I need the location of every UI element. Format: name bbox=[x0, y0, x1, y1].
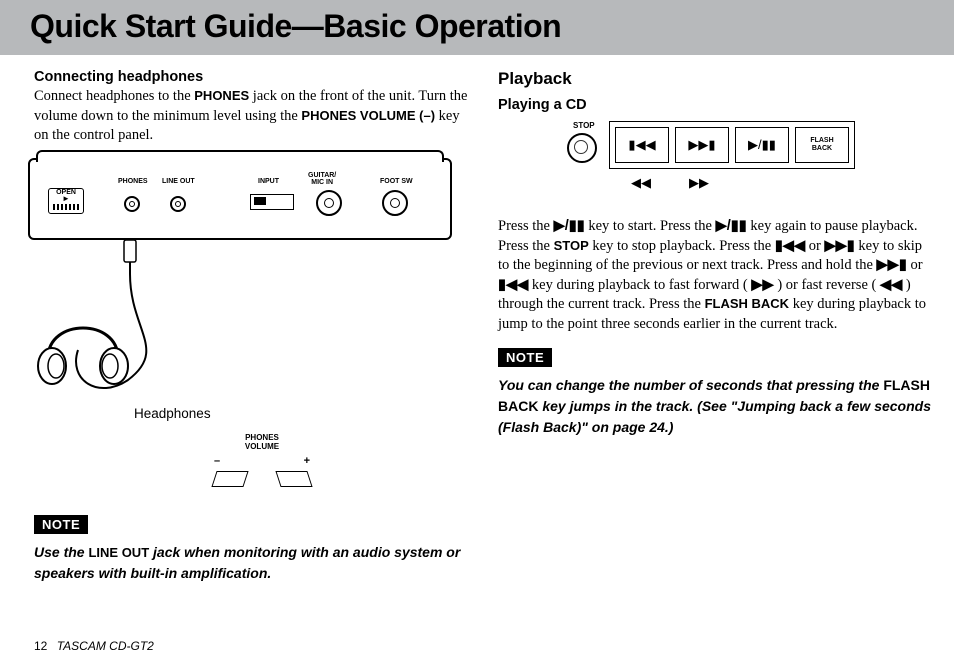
next-icon: ▶▶▮ bbox=[824, 238, 854, 254]
model-name: TASCAM CD-GT2 bbox=[57, 639, 154, 653]
prev-button-icon: ▮◀◀ bbox=[615, 127, 669, 163]
vol-title: PHONES VOLUME bbox=[214, 433, 310, 451]
note-lineout: Use the LINE OUT jack when monitoring wi… bbox=[34, 542, 470, 584]
t: You can change the number of seconds tha… bbox=[498, 377, 883, 393]
label-guitar: GUITAR/ MIC IN bbox=[308, 172, 336, 186]
guitar-jack-icon bbox=[316, 190, 342, 216]
device-diagram: OPEN ► PHONES LINE OUT INPUT GUITAR/ MIC… bbox=[28, 158, 470, 400]
device-body: OPEN ► PHONES LINE OUT INPUT GUITAR/ MIC… bbox=[28, 158, 452, 240]
input-switch-icon bbox=[250, 194, 294, 210]
note-flashback: You can change the number of seconds tha… bbox=[498, 375, 934, 438]
stop-label: STOP bbox=[573, 121, 595, 130]
label-lineout: LINE OUT bbox=[162, 178, 195, 185]
minus-sign: – bbox=[214, 455, 220, 467]
fb2: BACK bbox=[812, 145, 832, 153]
t: key during playback to fast forward ( bbox=[532, 277, 748, 293]
stop-button-icon bbox=[567, 133, 597, 163]
stop-key: STOP bbox=[554, 238, 589, 253]
key-lineout: LINE OUT bbox=[88, 545, 149, 560]
phones-jack-icon bbox=[124, 196, 140, 212]
playback-paragraph: Press the ▶/▮▮ key to start. Press the ▶… bbox=[498, 217, 934, 334]
header-bar: Quick Start Guide—Basic Operation bbox=[0, 0, 954, 55]
txt: Connect headphones to the bbox=[34, 88, 194, 104]
prev-icon: ▮◀◀ bbox=[498, 277, 528, 293]
fastfwd-label-icon: ▶▶ bbox=[689, 175, 709, 191]
note-badge: NOTE bbox=[34, 515, 88, 534]
t: or bbox=[910, 257, 922, 273]
t: key to start. Press the bbox=[588, 218, 715, 234]
vol-up-key-icon bbox=[275, 471, 312, 487]
play-pause-button-icon: ▶/▮▮ bbox=[735, 127, 789, 163]
phones-volume-diagram: PHONES VOLUME – + bbox=[214, 433, 310, 487]
page-footer: 12 TASCAM CD-GT2 bbox=[34, 639, 154, 653]
t: key to stop playback. Press the bbox=[592, 238, 774, 254]
vol-down-key-icon bbox=[211, 471, 248, 487]
note-badge: NOTE bbox=[498, 348, 552, 367]
page-title: Quick Start Guide—Basic Operation bbox=[30, 8, 561, 44]
left-column: Connecting headphones Connect headphones… bbox=[34, 65, 470, 592]
open-switch: OPEN ► bbox=[48, 188, 84, 214]
ff-icon: ▶▶ bbox=[751, 277, 773, 293]
headphone-cable-icon bbox=[28, 240, 258, 410]
label-footsw: FOOT SW bbox=[380, 178, 413, 185]
rw-icon: ◀◀ bbox=[880, 277, 902, 293]
para-connecting: Connect headphones to the PHONES jack on… bbox=[34, 87, 470, 146]
fb1: FLASH bbox=[810, 137, 833, 145]
label-phones: PHONES bbox=[118, 178, 148, 185]
open-arrow-icon: ► bbox=[49, 194, 83, 203]
label-input: INPUT bbox=[258, 178, 279, 185]
footsw-jack-icon bbox=[382, 190, 408, 216]
next-icon: ▶▶▮ bbox=[877, 257, 907, 273]
flashback-button-icon: FLASH BACK bbox=[795, 127, 849, 163]
t: key jumps in the track. (See "Jumping ba… bbox=[498, 398, 931, 435]
t: or bbox=[809, 238, 825, 254]
prev-icon: ▮◀◀ bbox=[775, 238, 805, 254]
section-playback: Playback bbox=[498, 69, 934, 89]
play-icon: ▶/▮▮ bbox=[554, 218, 585, 234]
key-phones: PHONES bbox=[194, 88, 249, 103]
t: ) or fast reverse ( bbox=[777, 277, 876, 293]
rewind-label-icon: ◀◀ bbox=[631, 175, 651, 191]
transport-buttons: ▮◀◀ ▶▶▮ ▶/▮▮ FLASH BACK bbox=[609, 121, 855, 169]
subhead-playing: Playing a CD bbox=[498, 97, 934, 113]
page-number: 12 bbox=[34, 639, 47, 653]
txt: Use the bbox=[34, 544, 88, 560]
transport-diagram: STOP ▮◀◀ ▶▶▮ ▶/▮▮ FLASH BACK ◀◀ ▶▶ bbox=[551, 121, 881, 201]
plus-sign: + bbox=[304, 455, 310, 467]
play-icon: ▶/▮▮ bbox=[716, 218, 747, 234]
key-phones-vol: PHONES VOLUME (–) bbox=[301, 108, 435, 123]
flashback-key: FLASH BACK bbox=[705, 296, 790, 311]
next-button-icon: ▶▶▮ bbox=[675, 127, 729, 163]
subhead-connecting: Connecting headphones bbox=[34, 69, 470, 85]
t: Press the bbox=[498, 218, 554, 234]
lineout-jack-icon bbox=[170, 196, 186, 212]
right-column: Playback Playing a CD STOP ▮◀◀ ▶▶▮ ▶/▮▮ … bbox=[498, 65, 934, 592]
